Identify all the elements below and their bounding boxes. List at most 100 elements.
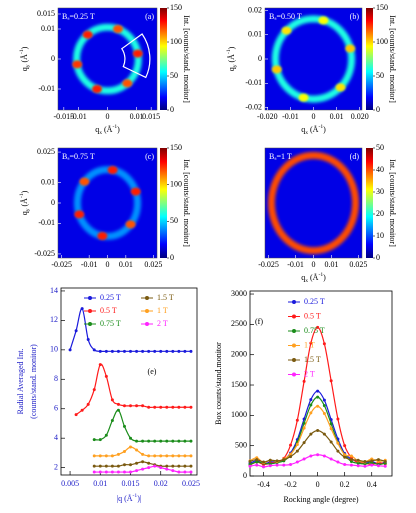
x-axis-label-part: ) [117, 125, 120, 134]
data-point [122, 424, 126, 428]
legend-label: 1 T [304, 340, 315, 349]
y-tick-label: 0.01 [41, 24, 55, 33]
data-point [135, 404, 139, 408]
data-point [336, 460, 340, 464]
data-point [159, 439, 163, 443]
data-point [183, 349, 187, 353]
x-axis-label-part: x [99, 130, 102, 136]
data-point [356, 464, 360, 468]
data-point [122, 449, 126, 453]
data-point [329, 427, 333, 431]
y-axis-label-part: q [227, 67, 236, 71]
y-tick-label: 0.01 [248, 30, 262, 39]
data-point [129, 436, 133, 440]
x-axis-label-part: -1 [133, 493, 138, 499]
spot [107, 166, 118, 174]
heatmap-background [58, 8, 157, 110]
x-axis-label-part: |q (Å [117, 494, 133, 503]
y-tick-label: -0.01 [38, 84, 55, 93]
spot [130, 187, 141, 196]
data-point [316, 389, 320, 393]
data-point [248, 464, 252, 468]
data-point [129, 445, 133, 449]
x-tick-label: 0 [312, 260, 316, 269]
x-tick-label: 0 [106, 260, 110, 269]
data-point [135, 439, 139, 443]
x-axis-label-part: ) [323, 273, 326, 282]
data-point [92, 454, 96, 458]
data-point [80, 408, 84, 412]
data-point [329, 379, 333, 383]
ring [271, 15, 356, 103]
data-point [116, 349, 120, 353]
colorbar [160, 8, 167, 110]
y-tick-label: 0 [51, 54, 55, 63]
data-point [159, 466, 163, 470]
data-point [268, 458, 272, 462]
legend-label: 0.25 T [304, 297, 325, 306]
x-tick-label: 0.01 [330, 112, 344, 121]
legend-label: 0.5 T [100, 306, 117, 315]
x-tick-label: 0.2 [340, 480, 350, 489]
data-point [189, 439, 193, 443]
x-tick-label: 0.015 [142, 112, 160, 121]
data-point [302, 421, 306, 425]
colorbar-tick-label: 50 [376, 143, 384, 152]
spot [271, 65, 282, 74]
x-axis-label-part: (Å [308, 273, 319, 282]
data-point [370, 459, 374, 463]
x-axis-label: Rocking angle (degree) [283, 495, 358, 504]
y-axis-label-part: y [25, 64, 31, 67]
x-axis-label-part: q [301, 125, 305, 134]
data-point [116, 408, 120, 412]
heatmap [58, 8, 157, 110]
x-tick-label: 0 [316, 480, 320, 489]
data-point [104, 470, 108, 474]
x-tick-label: -0.01 [70, 112, 87, 121]
spot [335, 83, 346, 92]
colorbar-tick-label: 150 [170, 143, 182, 152]
data-point [302, 457, 306, 461]
data-point [322, 454, 326, 458]
spot [79, 177, 90, 186]
data-point [309, 432, 313, 436]
y-tick-label: 0.02 [248, 5, 262, 14]
data-point [316, 395, 320, 399]
data-point [110, 464, 114, 468]
data-point [309, 411, 313, 415]
data-point [322, 398, 326, 402]
legend-marker [88, 309, 92, 313]
data-point [262, 465, 266, 469]
legend-label: 0.5 T [304, 311, 321, 320]
data-point [98, 363, 102, 367]
data-point [92, 470, 96, 474]
spot [122, 79, 133, 88]
data-point [295, 418, 299, 422]
y-axis-label-part: (Å [227, 54, 236, 65]
data-point [116, 452, 120, 456]
x-tick-label: 0.005 [61, 479, 79, 488]
data-point [165, 349, 169, 353]
colorbar-label: Int. [counts/stand. monitor] [388, 15, 397, 103]
data-point [183, 439, 187, 443]
data-point [116, 470, 120, 474]
data-point [329, 422, 333, 426]
data-point [343, 462, 347, 466]
panel-tag: (f) [255, 317, 263, 326]
x-tick-label: -0.025 [258, 260, 279, 269]
data-point [153, 464, 157, 468]
x-tick-label: 0.025 [182, 479, 200, 488]
colorbar-tick-label: 10 [376, 231, 384, 240]
data-point [141, 452, 145, 456]
data-point [141, 467, 145, 471]
data-point [98, 349, 102, 353]
y-axis-label-part: (Å [20, 54, 29, 65]
data-point [289, 452, 293, 456]
colorbar-tick-label: 50 [170, 216, 178, 225]
y-axis-label: Box counts/stand.monitor [214, 342, 223, 425]
data-point [110, 419, 114, 423]
data-point [189, 464, 193, 468]
data-point [171, 464, 175, 468]
data-point [177, 454, 181, 458]
legend-label: 0.75 T [304, 326, 325, 335]
